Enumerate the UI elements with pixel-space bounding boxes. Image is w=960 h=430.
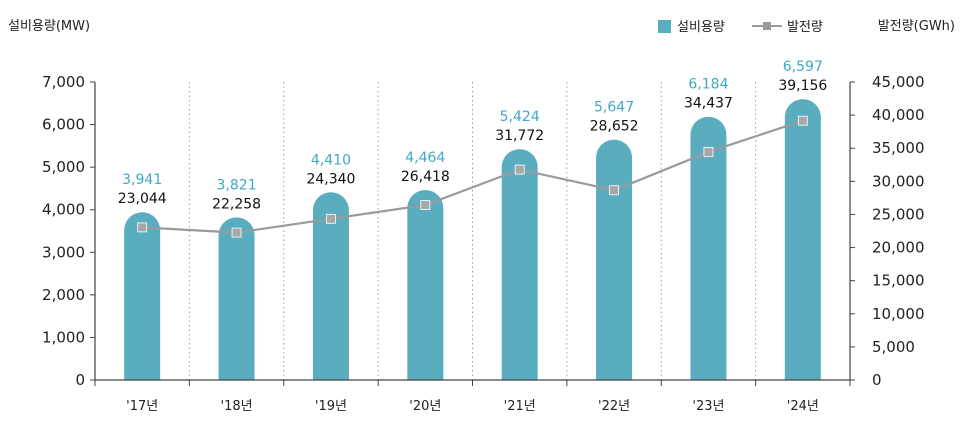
legend-bar-label: 설비용량 xyxy=(677,20,725,35)
bar-value-label: 6,184 xyxy=(688,77,728,93)
line-path xyxy=(142,119,804,234)
grid xyxy=(188,82,757,380)
right-tick-label: 0 xyxy=(872,371,882,389)
line-value-label: 26,418 xyxy=(401,169,450,185)
line-value-label: 31,772 xyxy=(495,128,544,144)
x-tick-label: '19년 xyxy=(315,399,347,414)
x-axis: '17년 '18년 '19년 '20년 '21년 '22년 '23년 '24년 xyxy=(94,379,851,414)
right-axis: 0 5,000 10,000 15,000 20,000 25,000 30,000 35,0… xyxy=(849,73,925,389)
line-point xyxy=(326,213,336,224)
left-tick-label: 0 xyxy=(75,371,85,389)
legend: 설비용량 발전량 xyxy=(658,20,823,35)
bars xyxy=(124,99,821,381)
right-tick-label: 10,000 xyxy=(872,305,925,323)
line-series xyxy=(137,115,808,238)
legend-line-label: 발전량 xyxy=(787,20,823,35)
bar xyxy=(218,217,255,380)
x-tick-label: '21년 xyxy=(504,399,536,414)
bar xyxy=(690,116,727,380)
bar xyxy=(596,139,633,380)
left-tick-label: 7,000 xyxy=(42,73,85,91)
bar-value-label: 4,464 xyxy=(405,150,445,166)
x-tick-label: '18년 xyxy=(221,399,253,414)
bar-value-label: 3,941 xyxy=(122,172,162,188)
line-point xyxy=(703,147,714,157)
bar xyxy=(501,149,538,380)
labels: 3,941 23,044 3,821 22,258 4,410 24,340 4,464 26… xyxy=(118,59,828,212)
right-tick-label: 25,000 xyxy=(872,205,925,223)
bar xyxy=(784,99,821,381)
right-tick-label: 5,000 xyxy=(872,338,915,356)
legend-line-marker xyxy=(763,22,771,30)
left-axis-title: 설비용량(MW) xyxy=(8,19,90,34)
x-tick-label: '20년 xyxy=(409,399,441,414)
left-axis: 0 1,000 2,000 3,000 4,000 5,000 6,000 7,000 xyxy=(42,73,96,389)
bar-value-label: 5,647 xyxy=(594,100,634,116)
line-value-label: 39,156 xyxy=(778,78,827,94)
x-tick-label: '17년 xyxy=(126,399,158,414)
left-tick-label: 3,000 xyxy=(42,243,85,261)
line-point xyxy=(514,164,525,175)
x-tick-label: '22년 xyxy=(598,399,630,414)
right-tick-label: 40,000 xyxy=(872,106,925,124)
line-value-label: 34,437 xyxy=(684,96,733,112)
line-value-label: 23,044 xyxy=(118,191,167,207)
right-tick-label: 30,000 xyxy=(872,172,925,190)
bar-value-label: 5,424 xyxy=(500,109,540,125)
right-axis-title: 발전량(GWh) xyxy=(878,19,955,34)
legend-bar-swatch xyxy=(658,20,671,33)
line-value-label: 28,652 xyxy=(590,119,639,135)
bar-value-label: 4,410 xyxy=(311,152,351,168)
line-point xyxy=(231,227,242,238)
right-tick-label: 45,000 xyxy=(872,73,925,91)
x-tick-label: '24년 xyxy=(787,399,819,414)
bar xyxy=(124,212,161,380)
line-value-label: 22,258 xyxy=(212,196,261,212)
left-tick-label: 5,000 xyxy=(42,158,85,176)
bar-value-label: 3,821 xyxy=(217,177,257,193)
bar-value-label: 6,597 xyxy=(783,59,823,75)
bar xyxy=(312,192,349,380)
left-tick-label: 4,000 xyxy=(42,201,85,219)
line-point xyxy=(609,185,619,196)
line-point xyxy=(137,222,148,233)
x-tick-label: '23년 xyxy=(692,399,724,414)
line-point xyxy=(420,200,431,210)
right-tick-label: 15,000 xyxy=(872,272,925,290)
left-tick-label: 1,000 xyxy=(42,328,85,346)
line-point xyxy=(797,115,808,126)
left-tick-label: 6,000 xyxy=(42,116,85,134)
right-tick-label: 20,000 xyxy=(872,239,925,257)
left-tick-label: 2,000 xyxy=(42,286,85,304)
right-tick-label: 35,000 xyxy=(872,139,925,157)
line-value-label: 24,340 xyxy=(306,171,355,187)
bar xyxy=(407,189,444,380)
